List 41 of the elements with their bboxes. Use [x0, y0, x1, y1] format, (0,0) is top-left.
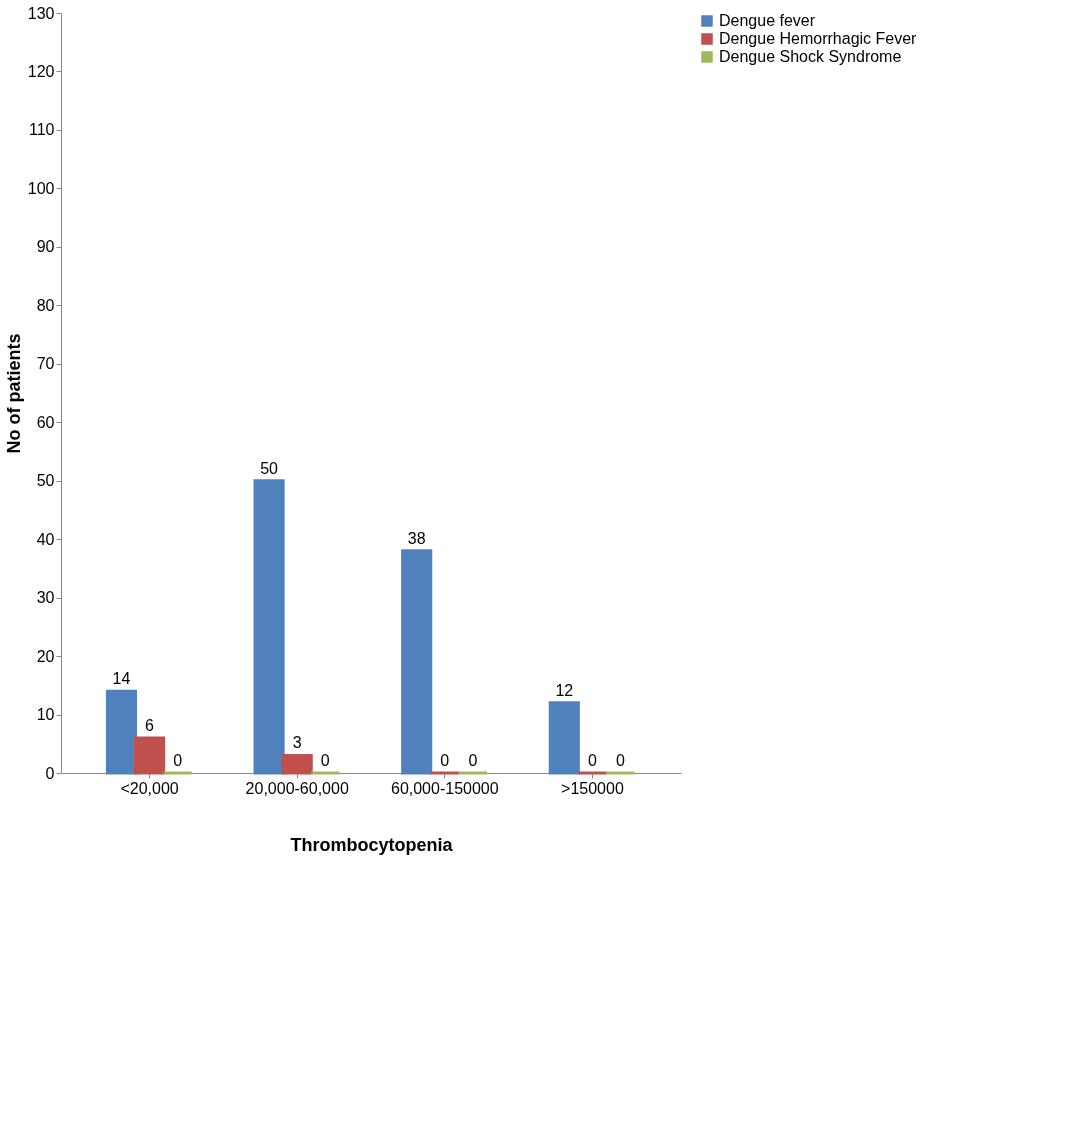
x-tick-label: 60,000-150000 [390, 779, 499, 797]
data-label: 0 [587, 752, 597, 769]
x-tick-label: >150000 [561, 779, 624, 797]
data-label: 6 [145, 716, 155, 734]
y-tick-label: 20 [36, 647, 55, 665]
y-tick-label: 40 [36, 530, 55, 548]
y-tick-label: 50 [36, 472, 55, 490]
data-label: 0 [320, 752, 330, 769]
x-axis-title: Thrombocytopenia [290, 834, 454, 855]
y-tick-label: 60 [36, 413, 55, 431]
bar [253, 479, 285, 775]
legend-label: Dengue Shock Syndrome [719, 48, 902, 65]
data-label: 0 [440, 752, 450, 769]
data-label: 3 [292, 734, 302, 752]
y-tick-label: 80 [36, 296, 55, 314]
data-label: 12 [555, 681, 574, 699]
data-label: 0 [173, 752, 183, 769]
data-label: 0 [616, 752, 626, 769]
y-axis-title: No of patients [3, 333, 24, 454]
x-tick-label: 20,000-60,000 [245, 779, 349, 797]
y-tick-label: 30 [36, 589, 55, 607]
data-label: 14 [112, 670, 131, 688]
bar [281, 753, 313, 775]
x-tick-label: <20,000 [120, 779, 179, 797]
y-tick-label: 90 [36, 238, 55, 256]
y-tick-label: 100 [27, 179, 55, 197]
y-tick-label: 10 [36, 706, 55, 724]
legend-label: Dengue Hemorrhagic Fever [719, 30, 918, 47]
bar [105, 689, 138, 775]
y-tick-label: 120 [27, 62, 55, 80]
data-label: 38 [407, 529, 426, 547]
data-label: 50 [260, 459, 279, 477]
legend-label: Dengue fever [719, 12, 816, 29]
data-label: 0 [468, 752, 478, 769]
bar [548, 701, 580, 775]
y-tick-label: 130 [27, 4, 55, 22]
y-tick-label: 110 [28, 121, 55, 139]
y-tick-label: 70 [36, 355, 55, 373]
bar [134, 736, 166, 775]
y-tick-label: 0 [45, 764, 55, 782]
bar [401, 549, 433, 775]
